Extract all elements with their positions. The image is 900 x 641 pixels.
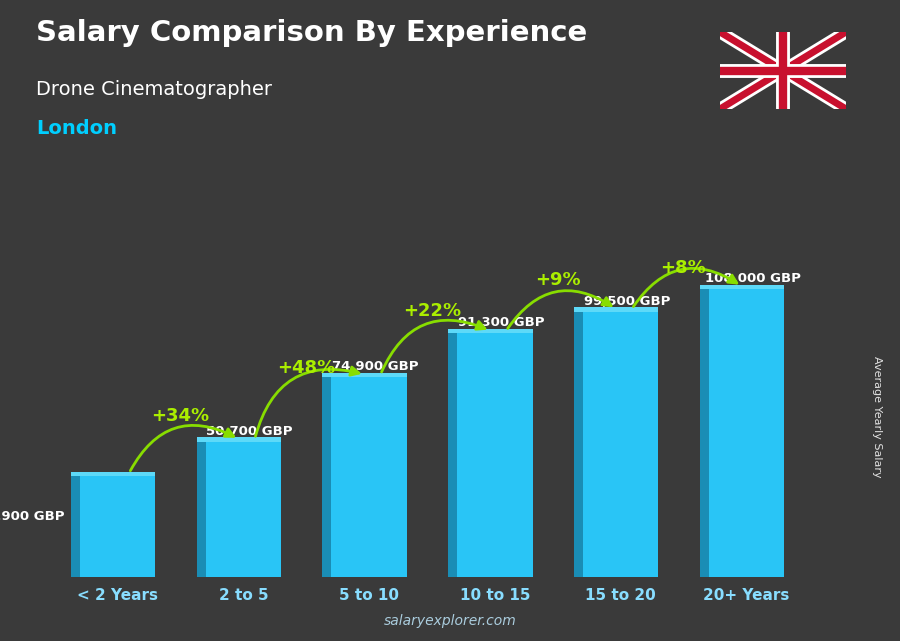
Text: +48%: +48%: [277, 360, 336, 378]
Text: 99,500 GBP: 99,500 GBP: [584, 295, 670, 308]
Text: 37,900 GBP: 37,900 GBP: [0, 510, 65, 523]
Text: 108,000 GBP: 108,000 GBP: [705, 272, 800, 285]
Text: 74,900 GBP: 74,900 GBP: [332, 360, 419, 373]
Text: salaryexplorer.com: salaryexplorer.com: [383, 614, 517, 628]
Bar: [574, 312, 583, 577]
Text: +9%: +9%: [535, 271, 581, 289]
Bar: [574, 307, 658, 312]
Text: 91,300 GBP: 91,300 GBP: [458, 317, 544, 329]
Bar: [448, 329, 533, 333]
Bar: [206, 442, 281, 577]
Bar: [197, 437, 281, 442]
Text: 50,700 GBP: 50,700 GBP: [206, 425, 293, 438]
Bar: [448, 333, 457, 577]
Bar: [699, 285, 784, 289]
Bar: [457, 333, 533, 577]
Bar: [71, 472, 156, 476]
Bar: [71, 476, 80, 577]
Text: Average Yearly Salary: Average Yearly Salary: [872, 356, 883, 478]
Text: London: London: [36, 119, 117, 138]
Bar: [331, 377, 407, 577]
Text: +8%: +8%: [661, 259, 707, 278]
Bar: [699, 289, 708, 577]
Bar: [197, 442, 206, 577]
Bar: [322, 373, 407, 377]
Bar: [80, 476, 156, 577]
Text: Drone Cinematographer: Drone Cinematographer: [36, 80, 272, 99]
Bar: [583, 312, 658, 577]
Text: Salary Comparison By Experience: Salary Comparison By Experience: [36, 19, 587, 47]
Bar: [322, 377, 331, 577]
Text: +34%: +34%: [151, 407, 210, 425]
Text: +22%: +22%: [403, 301, 461, 319]
Bar: [708, 289, 784, 577]
